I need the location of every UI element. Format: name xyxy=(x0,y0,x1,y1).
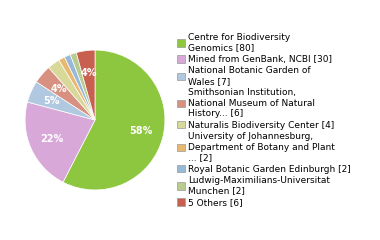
Wedge shape xyxy=(27,82,95,120)
Wedge shape xyxy=(36,68,95,120)
Wedge shape xyxy=(65,55,95,120)
Wedge shape xyxy=(59,57,95,120)
Text: 4%: 4% xyxy=(51,84,67,94)
Wedge shape xyxy=(25,102,95,182)
Wedge shape xyxy=(49,60,95,120)
Wedge shape xyxy=(70,53,95,120)
Legend: Centre for Biodiversity
Genomics [80], Mined from GenBank, NCBI [30], National B: Centre for Biodiversity Genomics [80], M… xyxy=(176,33,351,207)
Wedge shape xyxy=(63,50,165,190)
Text: 22%: 22% xyxy=(40,134,63,144)
Text: 4%: 4% xyxy=(80,68,97,78)
Text: 58%: 58% xyxy=(130,126,153,136)
Wedge shape xyxy=(76,50,95,120)
Text: 5%: 5% xyxy=(43,96,60,106)
